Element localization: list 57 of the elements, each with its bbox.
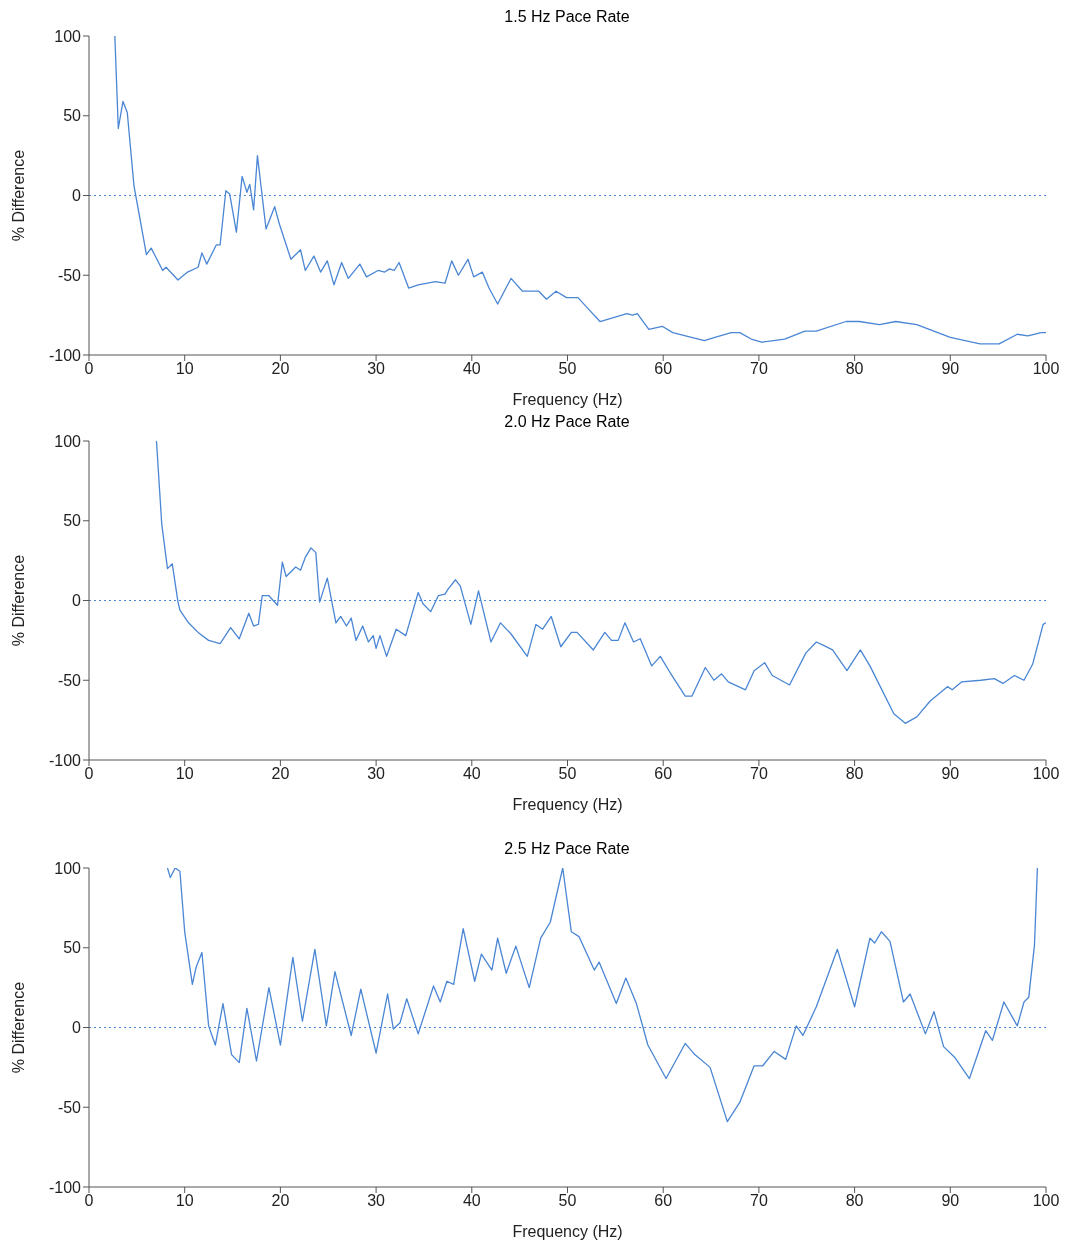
y-tick-label: -50: [57, 671, 82, 689]
x-tick-label: 30: [367, 765, 386, 783]
x-tick-label: 10: [175, 360, 194, 378]
x-tick-label: 80: [845, 765, 864, 783]
x-tick-label: 30: [367, 360, 386, 378]
x-tick-label: 30: [367, 1192, 386, 1210]
x-tick-label: 0: [84, 765, 94, 783]
x-tick-label: 70: [750, 765, 768, 783]
x-tick-label: 50: [558, 1192, 577, 1210]
y-tick-label: 100: [54, 859, 82, 877]
y-tick-label: -50: [57, 266, 82, 284]
x-tick-label: 90: [941, 1192, 960, 1210]
x-tick-label: 40: [462, 360, 481, 378]
y-axis-title: % Difference: [9, 149, 27, 242]
x-tick-label: 70: [750, 360, 768, 378]
y-tick-label: 100: [54, 27, 82, 45]
x-tick-label: 100: [1032, 360, 1060, 378]
y-tick-label: -100: [48, 751, 82, 769]
y-tick-label: -100: [48, 346, 82, 364]
x-tick-label: 60: [654, 765, 673, 783]
x-tick-label: 90: [941, 360, 960, 378]
x-tick-label: 60: [654, 360, 673, 378]
chart-title: 2.0 Hz Pace Rate: [503, 413, 631, 432]
x-tick-label: 40: [462, 765, 481, 783]
x-tick-label: 10: [175, 765, 194, 783]
x-tick-label: 100: [1032, 765, 1060, 783]
x-tick-label: 50: [558, 360, 577, 378]
x-axis-title: Frequency (Hz): [512, 796, 623, 813]
x-axis-title: Frequency (Hz): [512, 391, 623, 408]
x-tick-label: 60: [654, 1192, 673, 1210]
x-tick-label: 0: [84, 1192, 94, 1210]
y-tick-label: 0: [72, 592, 82, 610]
x-tick-label: 20: [271, 765, 290, 783]
y-tick-label: 50: [63, 939, 82, 957]
y-tick-label: 0: [72, 187, 82, 205]
x-tick-label: 80: [845, 360, 864, 378]
x-axis-title: Frequency (Hz): [512, 1223, 623, 1240]
y-tick-label: 0: [72, 1019, 82, 1037]
y-axis-title: % Difference: [9, 981, 27, 1074]
x-tick-label: 70: [750, 1192, 768, 1210]
y-axis-title: % Difference: [9, 554, 27, 647]
x-tick-label: 20: [271, 360, 290, 378]
x-tick-label: 20: [271, 1192, 290, 1210]
x-tick-label: 50: [558, 765, 577, 783]
y-tick-label: 50: [63, 512, 82, 530]
y-tick-label: -50: [57, 1098, 82, 1116]
x-tick-label: 90: [941, 765, 960, 783]
chart-title: 2.5 Hz Pace Rate: [503, 840, 631, 859]
x-tick-label: 10: [175, 1192, 194, 1210]
y-tick-label: -100: [48, 1178, 82, 1196]
x-tick-label: 0: [84, 360, 94, 378]
x-tick-label: 40: [462, 1192, 481, 1210]
x-tick-label: 80: [845, 1192, 864, 1210]
y-tick-label: 100: [54, 432, 82, 450]
chart-title: 1.5 Hz Pace Rate: [503, 8, 631, 27]
y-tick-label: 50: [63, 107, 82, 125]
x-tick-label: 100: [1032, 1192, 1060, 1210]
